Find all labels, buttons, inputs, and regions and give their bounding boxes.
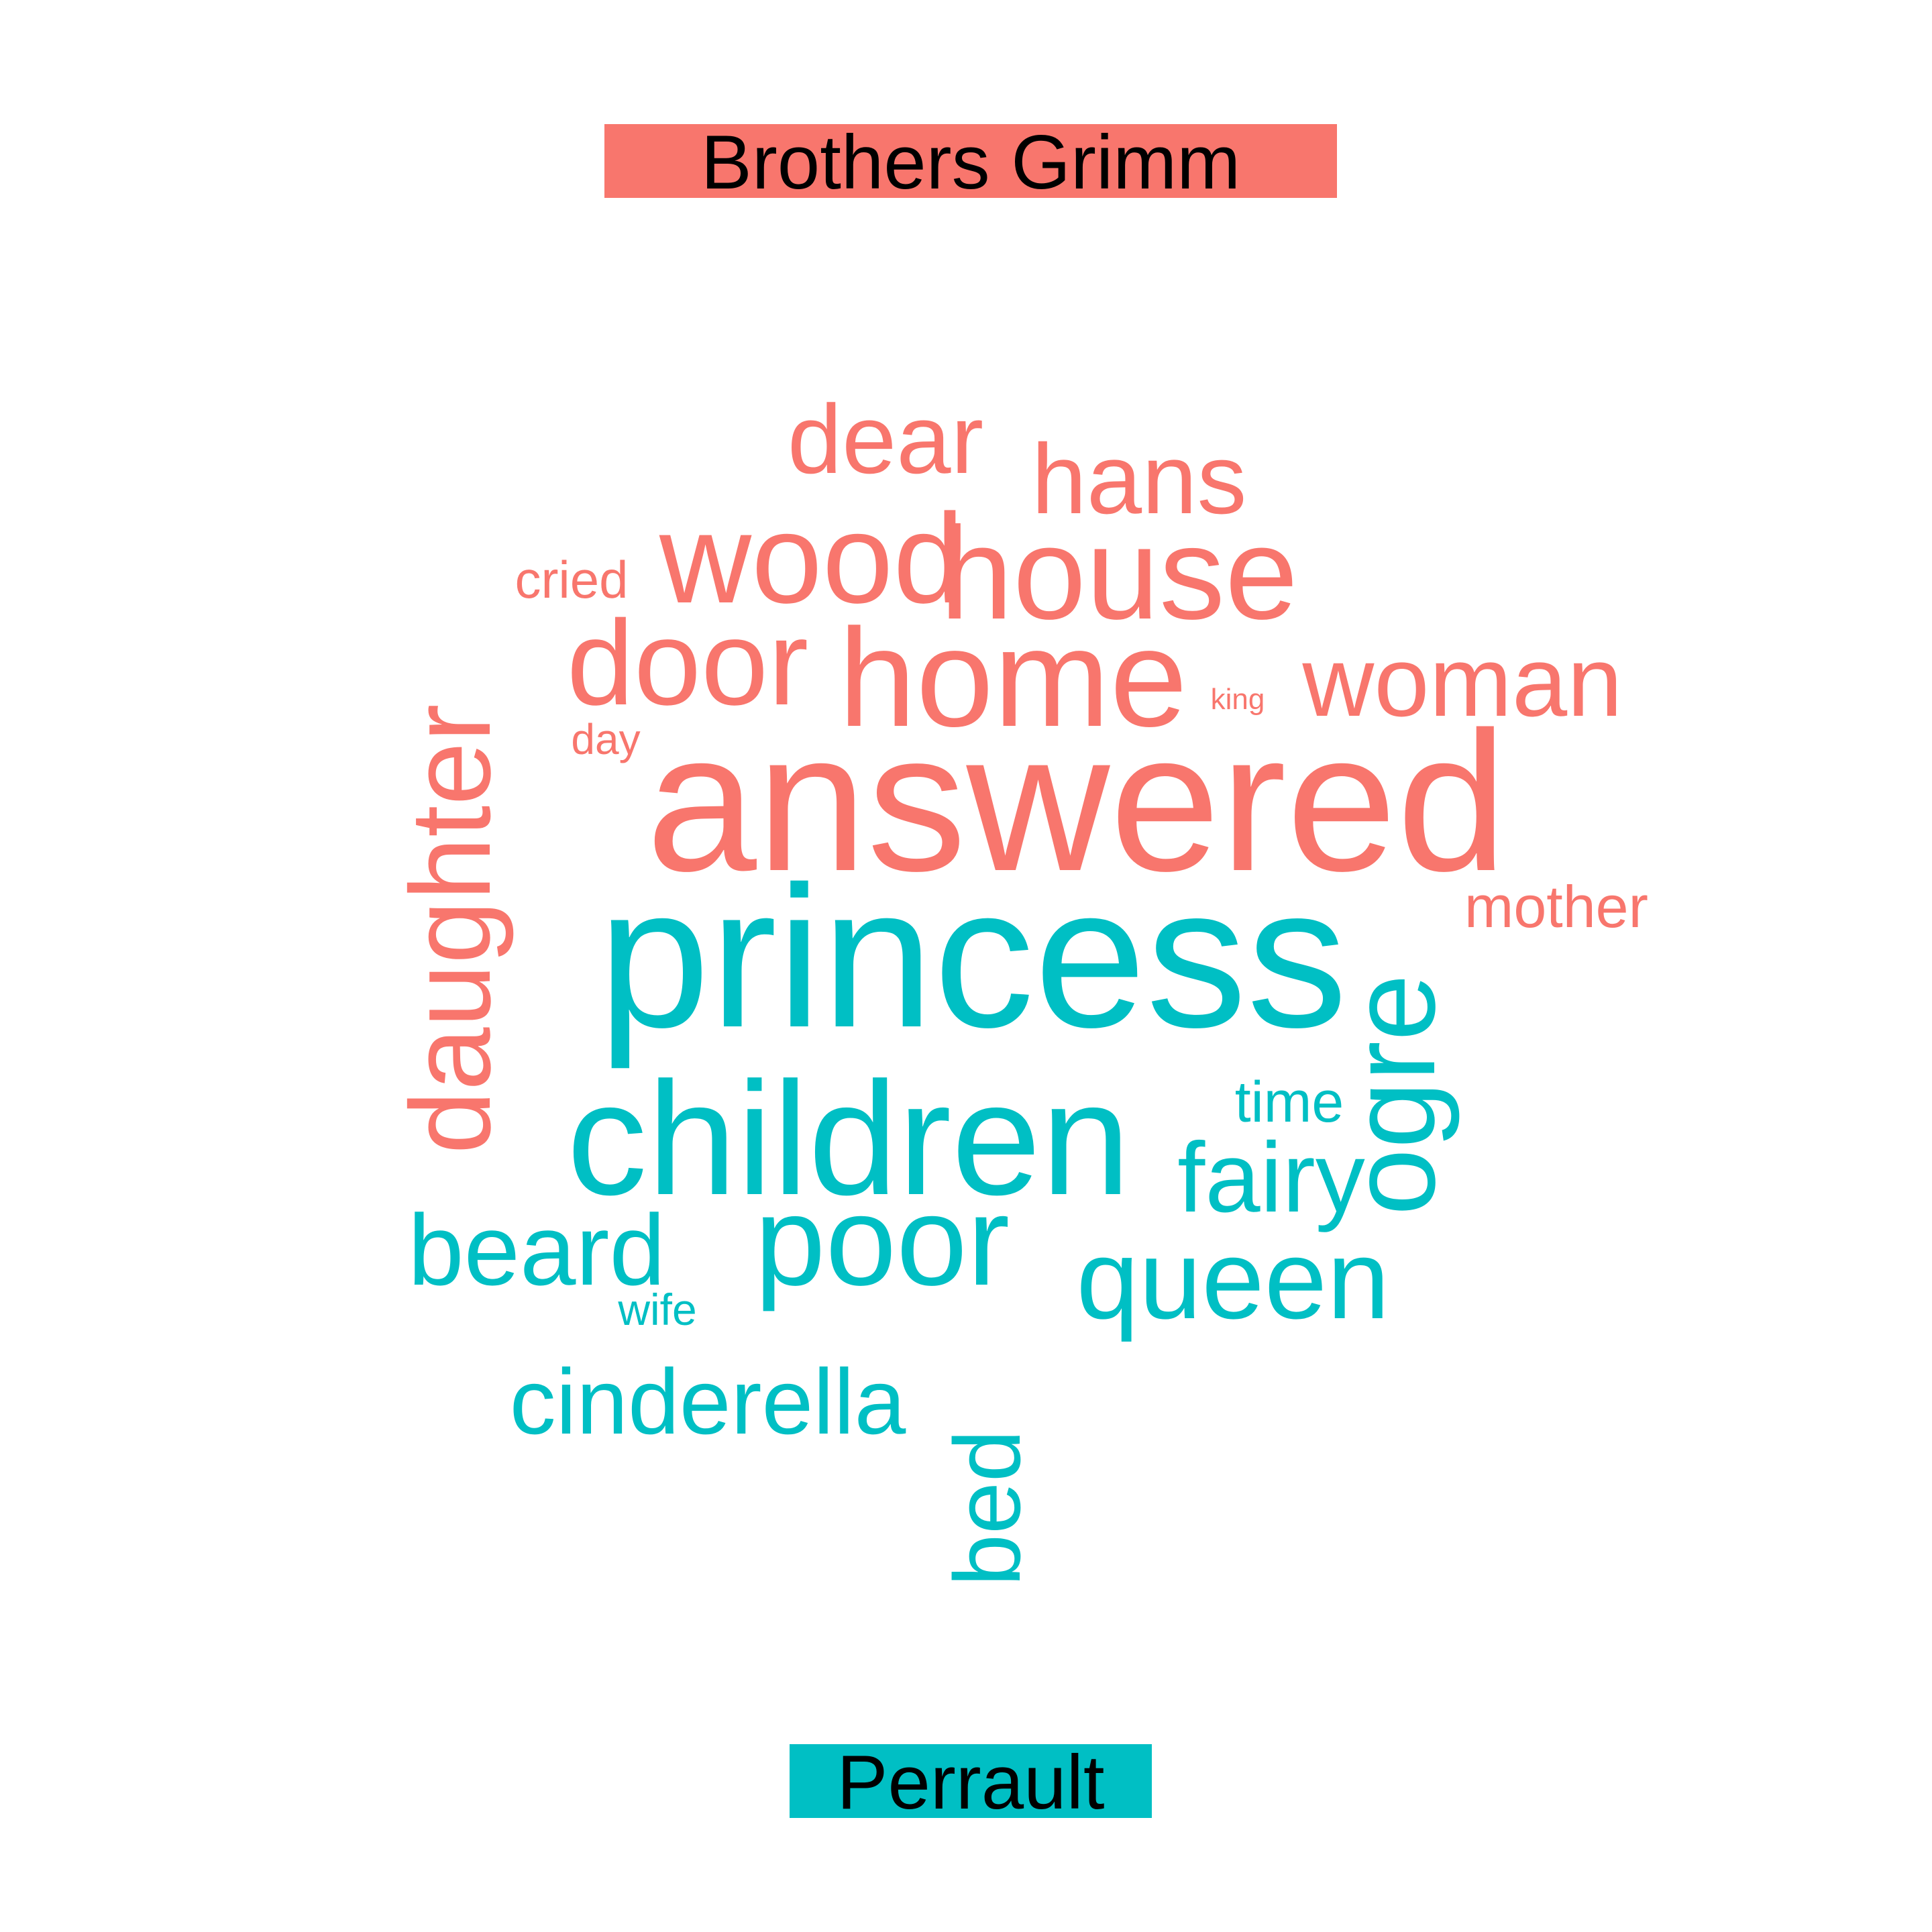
word-bed: bed: [934, 1430, 1040, 1587]
word-children: children: [567, 1049, 1130, 1228]
word-wife: wife: [617, 1285, 696, 1334]
word-princess: princess: [598, 844, 1347, 1071]
word-day: day: [571, 715, 640, 763]
word-poor: poor: [755, 1170, 1010, 1312]
word-mother: mother: [1464, 873, 1648, 940]
word-house: house: [940, 500, 1298, 647]
group-header-box: [604, 124, 1337, 198]
word-woman: woman: [1301, 627, 1622, 737]
word-fairy: fairy: [1177, 1122, 1365, 1233]
word-wood: wood: [659, 488, 964, 630]
word-door: door: [567, 596, 808, 731]
word-time: time: [1235, 1070, 1344, 1134]
word-home: home: [839, 600, 1187, 756]
word-king: king: [1211, 683, 1265, 716]
word-dear: dear: [788, 384, 983, 494]
word-ogre: ogre: [1326, 974, 1460, 1216]
word-cinderella: cinderella: [510, 1350, 906, 1454]
group-header-label: Brothers Grimm: [701, 120, 1240, 205]
group-header-label: Perrault: [837, 1740, 1104, 1825]
group-header-box: [790, 1744, 1152, 1818]
word-hans: hans: [1032, 424, 1247, 535]
word-queen: queen: [1076, 1216, 1389, 1342]
word-cried: cried: [515, 550, 628, 609]
word-daughter: daughter: [387, 704, 515, 1154]
word-beard: beard: [408, 1193, 665, 1306]
word-answered: answered: [646, 690, 1507, 912]
